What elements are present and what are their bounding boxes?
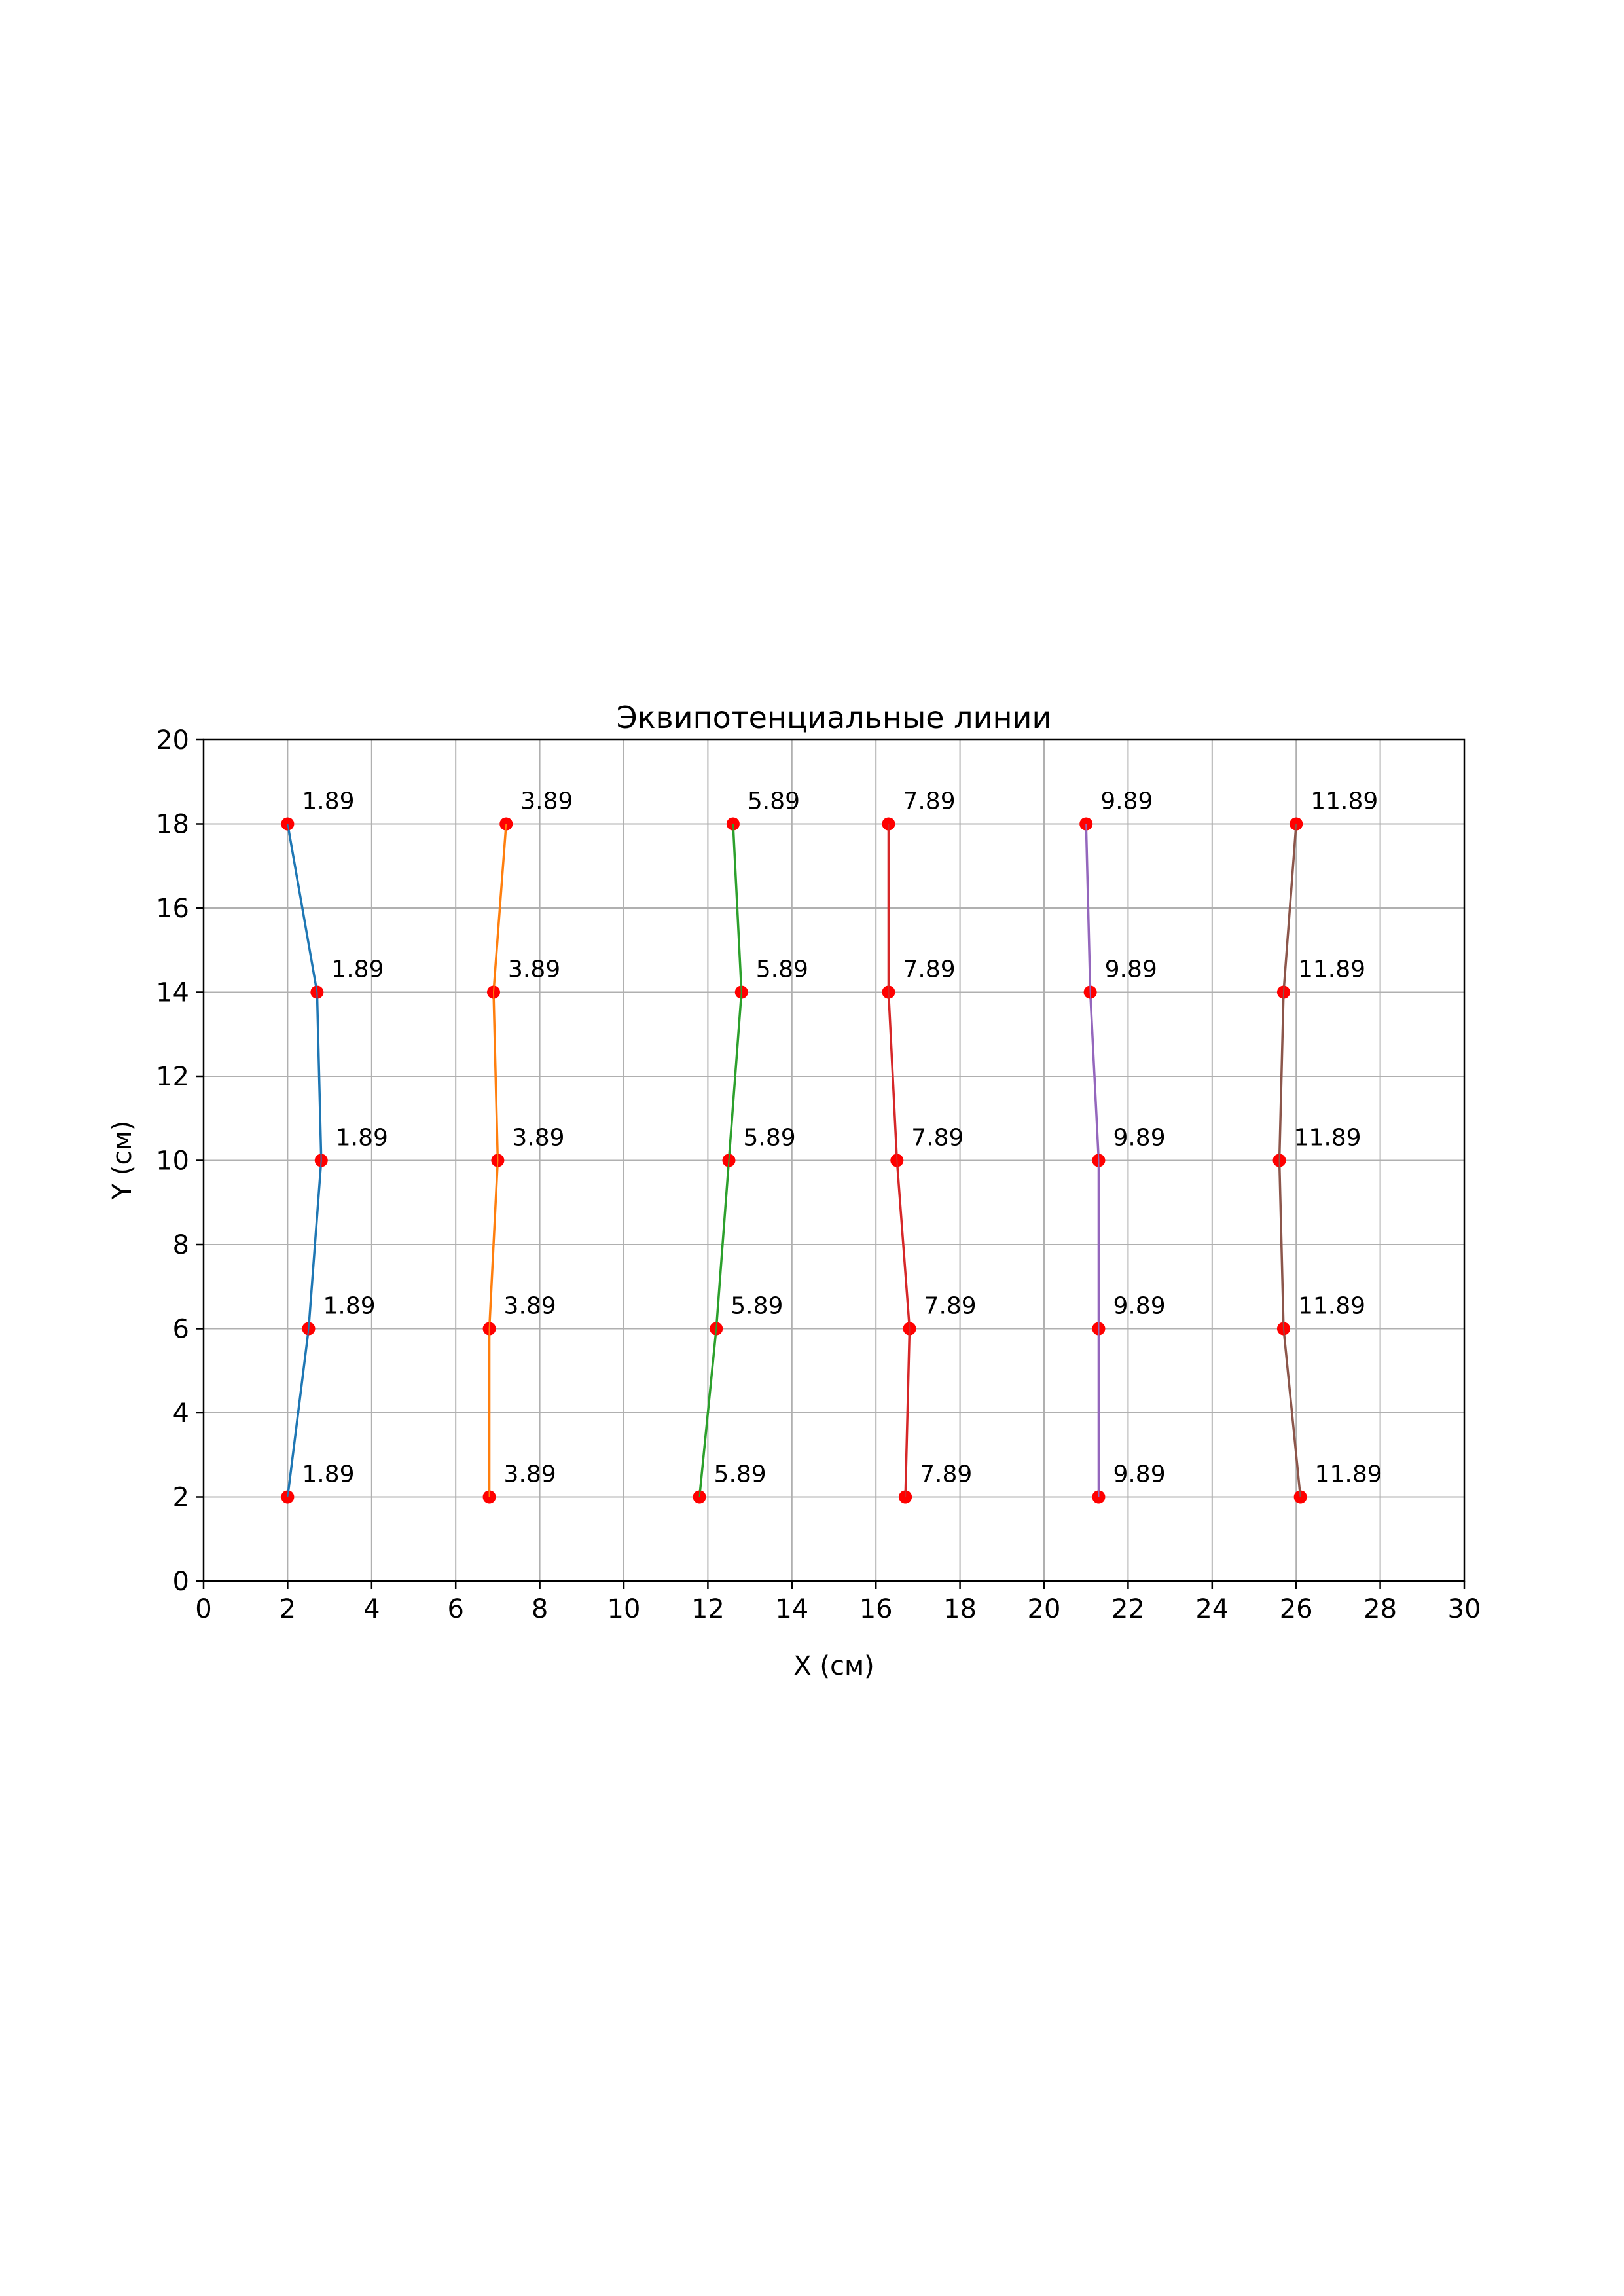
x-tick-label: 24 [1195,1594,1229,1624]
y-tick-label: 20 [156,725,189,756]
data-label: 11.89 [1298,1293,1365,1320]
series-line-overlay [488,824,507,1497]
x-tick-label: 14 [775,1594,808,1624]
series-line-overlay [698,824,742,1497]
y-tick-label: 2 [173,1483,189,1513]
data-label: 7.89 [903,957,955,983]
x-tick-label: 8 [532,1594,548,1624]
data-label: 9.89 [1113,1461,1165,1488]
data-label: 11.89 [1294,1125,1362,1152]
y-tick-label: 4 [173,1398,189,1429]
data-label: 11.89 [1315,1461,1382,1488]
x-tick-label: 26 [1280,1594,1313,1624]
x-tick-label: 28 [1363,1594,1397,1624]
x-tick-label: 0 [195,1594,211,1624]
x-tick-label: 20 [1028,1594,1061,1624]
data-label: 7.89 [920,1461,972,1488]
x-tick-label: 16 [859,1594,893,1624]
data-label: 1.89 [336,1125,388,1152]
plot-frame [202,738,1466,1582]
x-tick-label: 10 [607,1594,641,1624]
y-tick-label: 16 [156,894,189,924]
x-tick-label: 18 [943,1594,977,1624]
data-label: 5.89 [748,788,800,815]
x-tick-label: 22 [1111,1594,1145,1624]
data-label: 5.89 [756,957,808,983]
series-group: 1.89 1.89 1.89 1.89 1.89 3.89 3.89 3.89 3.89 3.89… [281,788,1382,1504]
data-label: 3.89 [504,1461,556,1488]
y-tick-label: 6 [173,1315,189,1345]
x-axis-label: X (см) [793,1651,875,1681]
x-tick-label: 4 [363,1594,380,1624]
y-tick-label: 18 [156,810,189,840]
chart-title: Эквипотенциальные линии [617,700,1052,735]
y-axis-label: Y (см) [107,1121,137,1201]
data-label: 3.89 [504,1293,556,1320]
data-label: 3.89 [520,788,573,815]
data-label: 7.89 [911,1125,964,1152]
x-tick-label: 6 [447,1594,463,1624]
data-label: 3.89 [512,1125,564,1152]
data-label: 9.89 [1113,1293,1165,1320]
series-line-overlay [1278,824,1301,1497]
series-line-overlay [287,824,322,1497]
series-line-overlay [1085,824,1100,1497]
y-tick-label: 0 [173,1567,189,1597]
data-label: 5.89 [744,1125,796,1152]
y-tick-label: 14 [156,978,189,1008]
data-label: 9.89 [1105,957,1157,983]
axes: 0 2 4 6 8 10 12 14 16 18 20 22 24 26 28 300246810121416… [156,725,1481,1624]
data-label: 11.89 [1310,788,1378,815]
data-label: 3.89 [508,957,560,983]
data-label: 7.89 [924,1293,977,1320]
x-tick-label: 2 [280,1594,296,1624]
data-label: 9.89 [1100,788,1153,815]
data-label: 5.89 [714,1461,767,1488]
y-tick-label: 12 [156,1062,189,1092]
series-line-overlay [888,824,911,1497]
data-label: 5.89 [731,1293,783,1320]
x-tick-label: 30 [1448,1594,1481,1624]
data-label: 1.89 [323,1293,376,1320]
data-label: 1.89 [331,957,384,983]
data-label: 7.89 [903,788,955,815]
data-label: 1.89 [302,1461,354,1488]
data-label: 9.89 [1113,1125,1165,1152]
data-label: 1.89 [302,788,354,815]
data-label: 11.89 [1298,957,1365,983]
x-tick-label: 12 [691,1594,725,1624]
y-tick-label: 8 [173,1230,189,1260]
grid [203,739,1465,1582]
y-tick-label: 10 [156,1146,189,1176]
